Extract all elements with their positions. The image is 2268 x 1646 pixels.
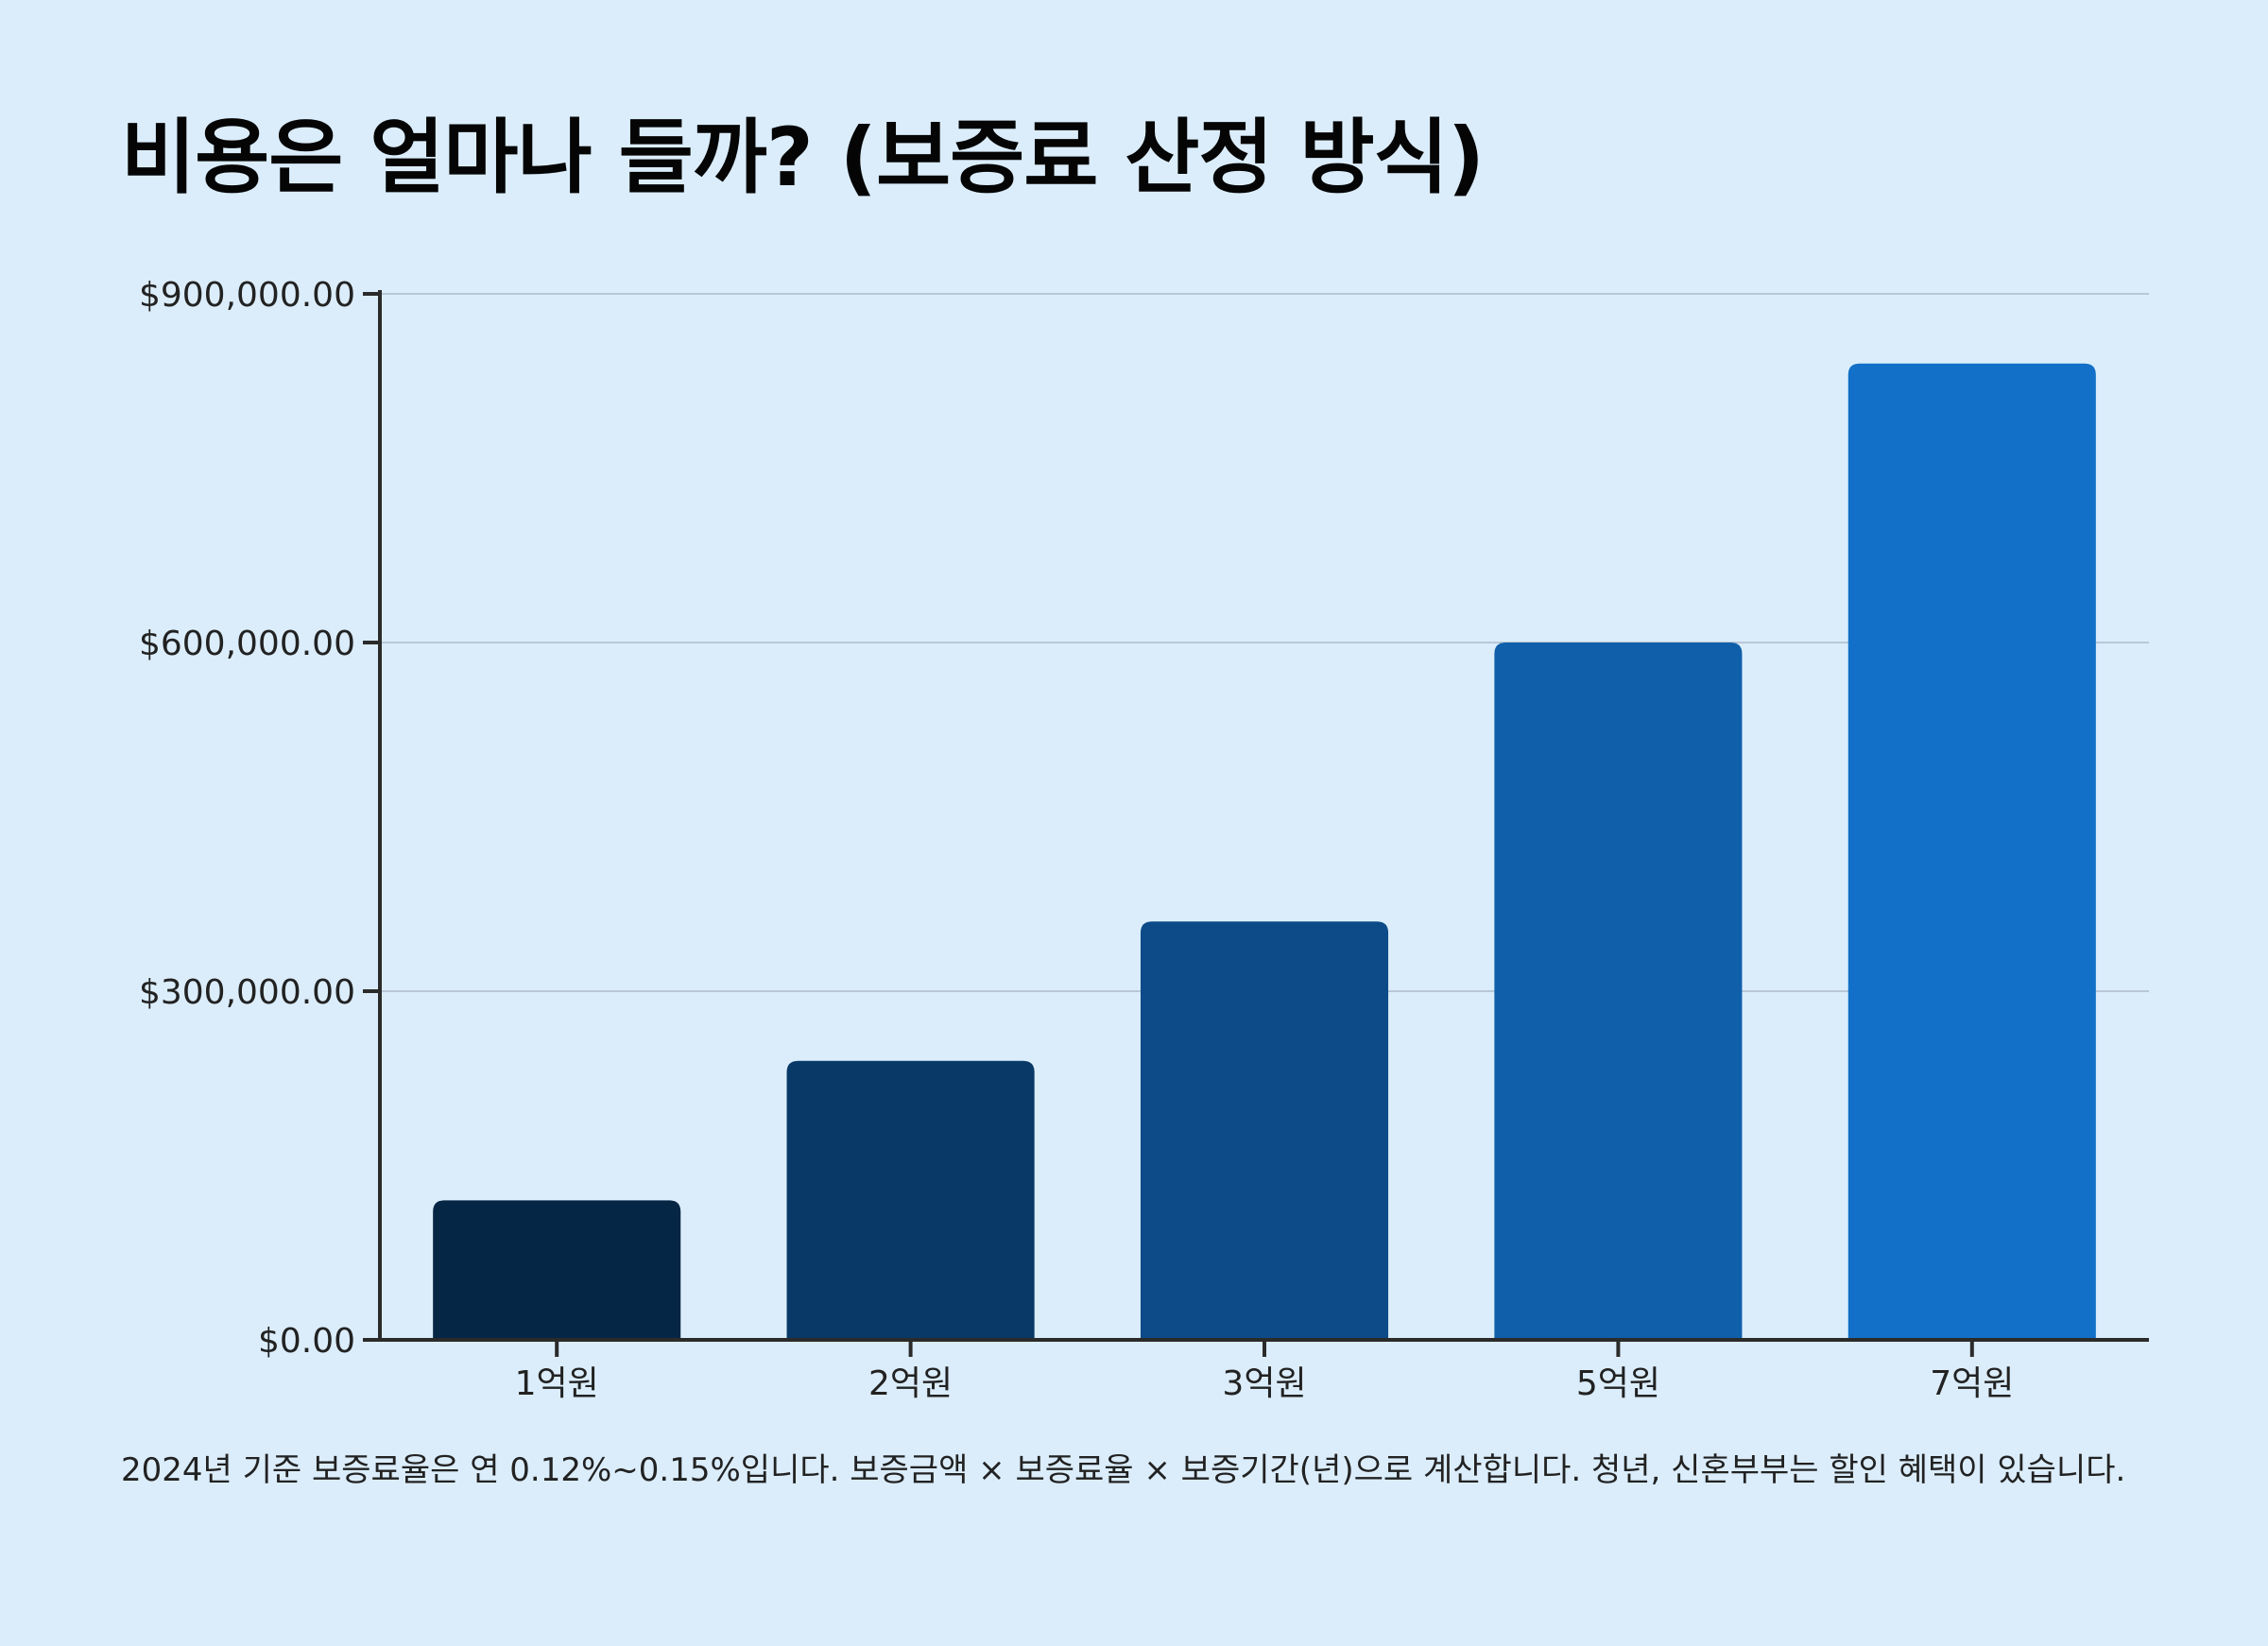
chart-title: 비용은 얼마나 들까? (보증료 산정 방식) (121, 111, 1485, 205)
y-axis-ticks: $0.00 $300,000.00 $600,000.00 $900,000.00 (139, 276, 380, 1361)
bar (1140, 921, 1389, 1340)
x-axis-ticks: 1억원 2억원 3억원 5억원 7억원 (515, 1340, 2014, 1403)
x-tick-label: 7억원 (1930, 1364, 2014, 1403)
bar (786, 1060, 1035, 1340)
y-tick-label: $300,000.00 (139, 973, 355, 1012)
bars (433, 363, 2096, 1340)
bar (433, 1200, 681, 1340)
bar (1494, 643, 1743, 1340)
x-tick-label: 1억원 (515, 1364, 599, 1403)
x-tick-label: 3억원 (1222, 1364, 1306, 1403)
x-tick-label: 5억원 (1576, 1364, 1660, 1403)
x-tick-label: 2억원 (868, 1364, 953, 1403)
footnote: 2024년 기준 보증료율은 연 0.12%~0.15%입니다. 보증금액 × … (121, 1451, 2126, 1489)
y-tick-label: $600,000.00 (139, 625, 355, 663)
y-tick-label: $0.00 (258, 1322, 355, 1361)
y-tick-label: $900,000.00 (139, 276, 355, 315)
bar (1847, 363, 2096, 1340)
